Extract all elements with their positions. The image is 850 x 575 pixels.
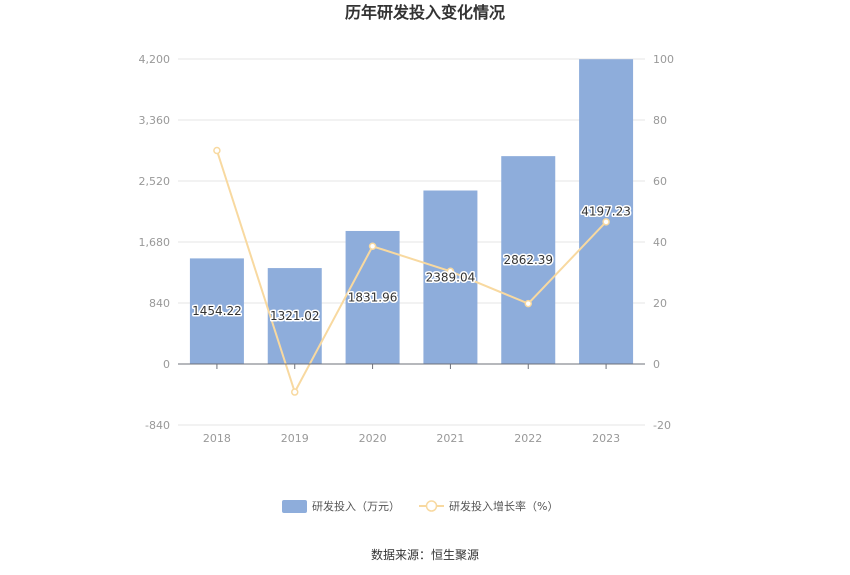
bar-2020[interactable] — [345, 230, 400, 364]
data-labels: 1454.22 1321.02 1831.96 2389.04 2862.39 4197.… — [191, 203, 633, 324]
legend-line-label[interactable]: 研发投入增长率（%） — [449, 499, 558, 513]
line-series — [213, 146, 610, 396]
growth-point-2022[interactable] — [524, 299, 532, 308]
y-left-tick-label: 2,520 — [139, 175, 171, 188]
bar-value-label: 1831.96 — [348, 290, 398, 304]
bar-2019[interactable] — [267, 268, 322, 364]
y-right-tick-label: 40 — [653, 236, 667, 249]
bar-value-label: 4197.23 — [581, 205, 631, 219]
left-axis: 4,200 3,360 2,520 1,680 840 0 -840 — [139, 53, 171, 432]
x-tick-label: 2018 — [203, 432, 231, 445]
legend-line-marker — [425, 500, 438, 512]
right-axis: 100 80 60 40 20 0 -20 — [653, 53, 674, 432]
bar-series — [189, 59, 634, 365]
x-tick-label: 2022 — [514, 432, 542, 445]
y-left-tick-label: 4,200 — [139, 53, 171, 66]
y-right-tick-label: 100 — [653, 53, 674, 66]
growth-point-2021[interactable] — [446, 267, 455, 276]
growth-point-2023[interactable] — [602, 218, 610, 226]
y-right-tick-label: 0 — [653, 358, 660, 371]
bar-value-label: 2389.04 — [426, 270, 476, 284]
bar-value-label: 1454.22 — [192, 304, 242, 318]
y-left-tick-label: 840 — [149, 297, 170, 310]
source-text: 数据来源：恒生聚源 — [371, 547, 479, 562]
growth-point-2019[interactable] — [291, 388, 299, 396]
grid — [178, 58, 645, 426]
y-right-tick-label: 60 — [653, 175, 667, 188]
legend-bar-swatch[interactable] — [282, 500, 307, 513]
y-left-tick-label: 1,680 — [139, 236, 171, 249]
y-left-tick-label: -840 — [145, 419, 170, 432]
bar-value-label: 2862.39 — [503, 253, 553, 267]
y-left-tick-label: 3,360 — [139, 114, 171, 127]
bar-2022[interactable] — [501, 156, 556, 364]
chart-title: 历年研发投入变化情况 — [345, 3, 505, 22]
growth-point-2018[interactable] — [213, 146, 221, 155]
legend-bar-label[interactable]: 研发投入（万元） — [312, 499, 400, 513]
y-left-tick-label: 0 — [163, 358, 170, 371]
x-tick-label: 2023 — [592, 432, 620, 445]
legend: 研发投入（万元） 研发投入增长率（%） — [282, 499, 558, 513]
bar-2021[interactable] — [423, 190, 478, 364]
x-axis: 2018 2019 2020 2021 2022 2023 — [178, 363, 645, 445]
bar-2018[interactable] — [189, 258, 244, 364]
x-tick-label: 2021 — [436, 432, 464, 445]
growth-line — [215, 150, 607, 395]
y-right-tick-label: 80 — [653, 114, 667, 127]
growth-point-2020[interactable] — [368, 242, 377, 251]
y-right-tick-label: -20 — [653, 419, 671, 432]
bar-value-label: 1321.02 — [270, 309, 320, 323]
x-tick-label: 2019 — [281, 432, 309, 445]
x-tick-label: 2020 — [359, 432, 387, 445]
y-right-tick-label: 20 — [653, 297, 667, 310]
bar-2023[interactable] — [579, 59, 634, 365]
